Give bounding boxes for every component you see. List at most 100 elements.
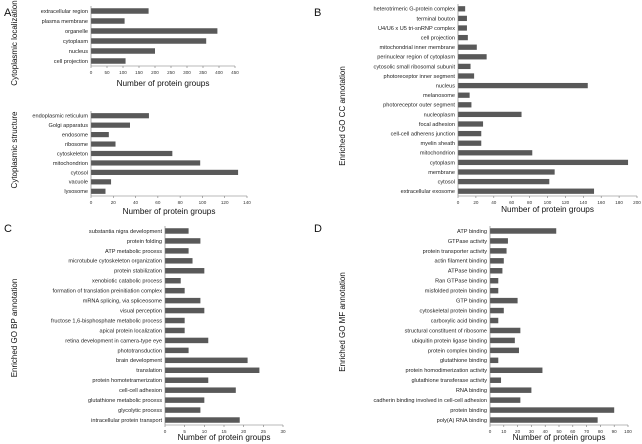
x-tick-label-b-7: 140: [579, 200, 587, 205]
bar-d-14: [490, 367, 543, 374]
bar-a1-3: [91, 38, 207, 44]
category-label-a1-1: plasma membrane: [42, 19, 88, 25]
category-label-a2-2: endosome: [62, 133, 88, 139]
bar-b-9: [458, 92, 470, 98]
bar-d-19: [490, 417, 598, 423]
x-tick-label-a1-5: 250: [167, 70, 175, 75]
x-tick-label-c-1: 5: [183, 429, 186, 434]
category-label-c-13: brain development: [116, 358, 162, 364]
x-tick-label-a2-5: 100: [199, 200, 207, 205]
bar-d-13: [490, 357, 499, 364]
x-tick-label-d-1: 10: [501, 429, 507, 434]
category-label-c-19: intracellular protein transport: [91, 418, 162, 424]
bar-b-18: [458, 178, 550, 185]
bar-b-7: [458, 73, 475, 79]
category-label-b-2: U4/U6 x U5 tri-snRNP complex: [378, 26, 455, 32]
x-tick-label-a1-4: 200: [151, 70, 159, 75]
x-tick-label-a1-8: 400: [215, 70, 223, 75]
category-label-a2-6: cytosol: [71, 170, 88, 176]
bar-d-10: [490, 327, 521, 334]
x-tick-label-d-3: 30: [529, 429, 535, 434]
bar-d-7: [490, 297, 518, 304]
bar-b-16: [458, 159, 629, 166]
category-label-c-16: cell-cell adhesion: [119, 388, 162, 394]
category-label-a1-0: extracellular region: [41, 9, 88, 15]
x-tick-label-b-5: 100: [544, 200, 552, 205]
x-tick-label-d-6: 60: [570, 429, 576, 434]
x-tick-label-c-4: 20: [241, 429, 247, 434]
x-tick-label-b-9: 180: [615, 200, 623, 205]
bar-c-17: [165, 397, 205, 403]
bar-c-2: [165, 248, 189, 254]
bar-d-0: [490, 228, 557, 234]
category-label-d-2: protein transporter activity: [423, 249, 488, 255]
bar-d-17: [490, 397, 521, 403]
bar-c-15: [165, 377, 209, 383]
category-label-c-3: microtubule cytoskeleton organization: [68, 259, 162, 265]
x-tick-label-c-3: 15: [221, 429, 227, 434]
bar-a2-8: [91, 188, 106, 194]
bar-d-8: [490, 307, 504, 314]
bar-d-4: [490, 268, 503, 274]
bar-a1-2: [91, 28, 218, 34]
chart-b: heterotrimeric G-protein complex terminal…: [374, 4, 641, 214]
bar-c-9: [165, 317, 185, 324]
bar-c-14: [165, 367, 260, 374]
category-label-d-0: ATP binding: [457, 229, 487, 235]
x-tick-label-d-7: 70: [584, 429, 590, 434]
bar-b-0: [458, 6, 466, 12]
category-label-d-11: ubiquitin protein ligase binding: [412, 338, 487, 344]
bar-a2-0: [91, 113, 149, 119]
x-tick-label-b-10: 200: [633, 200, 641, 205]
category-label-c-18: glycolytic process: [118, 408, 162, 414]
category-label-d-18: protein binding: [450, 408, 487, 414]
x-axis-title-c: Number of protein groups: [178, 433, 271, 442]
category-label-a1-3: cytoplasm: [63, 39, 89, 45]
category-label-c-14: translation: [136, 368, 162, 374]
category-label-a1-4: nucleus: [69, 49, 88, 55]
bar-b-4: [458, 44, 477, 50]
category-label-d-13: glutathione binding: [440, 358, 487, 364]
category-label-c-11: retina development in camera-type eye: [65, 338, 162, 344]
bar-b-15: [458, 150, 533, 156]
bar-b-6: [458, 63, 471, 70]
bar-d-18: [490, 407, 615, 413]
bar-b-3: [458, 34, 468, 41]
category-label-b-7: photoreceptor inner segment: [383, 74, 455, 80]
category-label-d-10: structural constituent of ribosome: [405, 328, 487, 334]
category-label-b-4: mitochondrial inner membrane: [379, 45, 455, 51]
category-label-b-10: photoreceptor outer segment: [383, 103, 455, 109]
x-tick-label-c-2: 10: [202, 429, 208, 434]
category-label-a2-7: vacuole: [69, 180, 88, 186]
x-tick-label-b-1: 20: [473, 200, 479, 205]
bar-b-1: [458, 15, 467, 22]
bar-c-18: [165, 407, 201, 413]
category-label-a2-1: Golgi apparatus: [49, 123, 89, 129]
category-label-d-14: protein homodimerization activity: [406, 368, 488, 374]
bar-b-17: [458, 169, 555, 175]
bar-d-15: [490, 377, 502, 383]
x-tick-label-b-0: 0: [457, 200, 460, 205]
bar-a2-2: [91, 132, 109, 138]
bar-b-12: [458, 121, 484, 127]
chart-a1: extracellular region plasma membrane organ…: [41, 6, 239, 88]
category-label-d-16: RNA binding: [456, 388, 487, 394]
x-tick-label-a2-3: 60: [155, 200, 161, 205]
bar-c-19: [165, 417, 240, 423]
x-axis-title-d: Number of protein groups: [513, 433, 606, 442]
x-tick-label-a2-7: 140: [243, 200, 251, 205]
category-label-b-3: cell projection: [421, 36, 455, 42]
bar-c-4: [165, 268, 205, 274]
category-label-d-9: carboxylic acid binding: [431, 318, 487, 324]
bar-a2-6: [91, 169, 239, 175]
group-label-b: Enriched GO CC annotation: [338, 66, 347, 166]
category-label-a2-8: lysosome: [64, 189, 88, 195]
x-tick-label-a1-9: 450: [231, 70, 239, 75]
bar-c-3: [165, 258, 193, 264]
category-label-c-5: xenobiotic catabolic process: [92, 279, 162, 285]
x-axis-title-a1: Number of protein groups: [117, 79, 210, 88]
bar-d-5: [490, 277, 499, 284]
category-label-b-18: cytosol: [438, 180, 455, 186]
bar-a1-4: [91, 48, 155, 54]
bar-d-9: [490, 317, 499, 324]
